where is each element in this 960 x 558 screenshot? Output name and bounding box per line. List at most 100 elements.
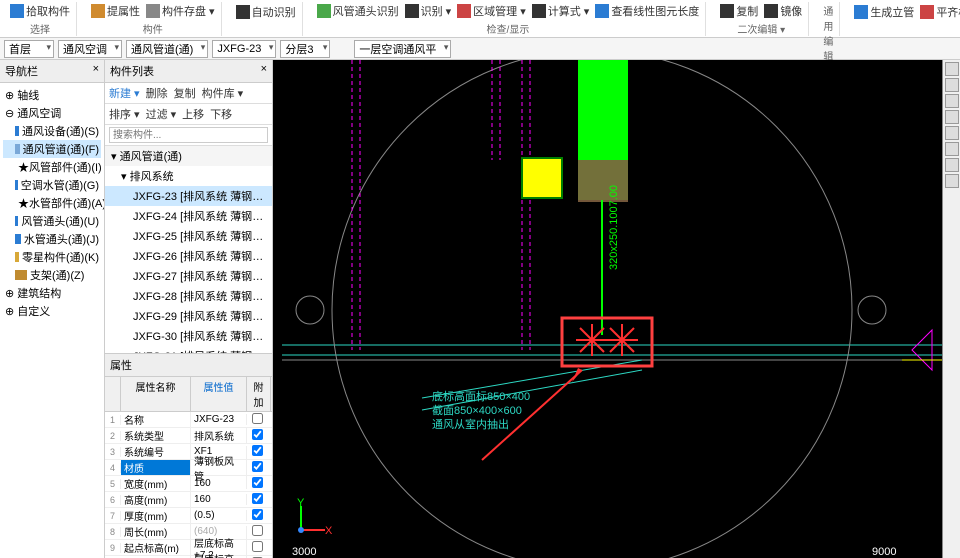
nav-title: 导航栏×: [0, 60, 104, 83]
support[interactable]: 支架(通)(Z): [3, 266, 101, 284]
vent-equip[interactable]: 通风设备(通)(S): [3, 122, 101, 140]
ribbon-group: 提属性构件存盘 ▾构件: [85, 2, 222, 36]
list-item[interactable]: JXFG-31 [排风系统 薄钢板风管 1000*: [105, 346, 272, 354]
tree-building[interactable]: ⊕ 建筑结构: [3, 284, 101, 302]
svg-text:X: X: [325, 525, 333, 537]
sort-button[interactable]: 排序 ▾: [109, 106, 140, 122]
vent-pipe[interactable]: 通风管道(通)(F): [3, 140, 101, 158]
list-item[interactable]: JXFG-29 [排风系统 薄钢板风管 500*4: [105, 306, 272, 326]
svg-text:通风从室内抽出: 通风从室内抽出: [432, 417, 509, 431]
right-toolstrip: [942, 60, 960, 558]
copy-button[interactable]: 复制: [174, 85, 196, 101]
search-input[interactable]: [109, 127, 268, 143]
prop-row[interactable]: 2系统类型排风系统: [105, 428, 272, 444]
cad-canvas[interactable]: 320x250.1007.00 底标高面标850×400 截面850×400×6…: [273, 60, 960, 558]
nav-panel: 导航栏× ⊕ 轴线 ⊖ 通风空调 通风设备(通)(S)通风管道(通)(F)★风管…: [0, 60, 105, 558]
tree-section-hvac[interactable]: ⊖ 通风空调: [3, 104, 101, 122]
down-button[interactable]: 下移: [210, 106, 232, 122]
delete-button[interactable]: 删除: [146, 85, 168, 101]
cad-drawing: 320x250.1007.00 底标高面标850×400 截面850×400×6…: [273, 60, 960, 558]
flat-button[interactable]: 平齐板顶: [920, 4, 960, 20]
duct-part[interactable]: ★风管部件(通)(I): [3, 158, 101, 176]
list-item[interactable]: JXFG-24 [排风系统 薄钢板风管 250*2: [105, 206, 272, 226]
list-item[interactable]: JXFG-28 [排风系统 薄钢板风管 400*3: [105, 286, 272, 306]
prop-check[interactable]: [252, 525, 263, 536]
copy-button[interactable]: 复制: [720, 3, 758, 19]
prop-check[interactable]: [252, 445, 263, 456]
ribbon-group: 生成立管平齐板顶: [848, 2, 960, 36]
prop-check[interactable]: [252, 509, 263, 520]
floor-dropdown[interactable]: 首层: [4, 40, 54, 58]
new-button[interactable]: 新建 ▾: [109, 85, 140, 101]
component-dropdown[interactable]: 通风管道(通): [126, 40, 208, 58]
discipline-dropdown[interactable]: 通风空调: [58, 40, 122, 58]
gen3d-button[interactable]: 生成立管: [854, 4, 914, 20]
prop-check[interactable]: [252, 541, 263, 552]
list-item[interactable]: JXFG-25 [排风系统 薄钢板风管 320*2: [105, 226, 272, 246]
view-dropdown[interactable]: 一层空调通风平: [354, 40, 451, 58]
tool-btn[interactable]: [945, 78, 959, 92]
tool-btn[interactable]: [945, 126, 959, 140]
prop-check[interactable]: [252, 477, 263, 488]
prop-check[interactable]: [252, 493, 263, 504]
meter-button[interactable]: 识别 ▾: [405, 3, 452, 19]
water-part[interactable]: ★水管部件(通)(A): [3, 194, 101, 212]
gen3d-icon: [854, 5, 868, 19]
prop-row[interactable]: 1名称JXFG-23: [105, 412, 272, 428]
filter-button[interactable]: 过滤 ▾: [146, 106, 177, 122]
svg-text:Y: Y: [297, 498, 305, 509]
list-subgroup[interactable]: ▾ 排风系统: [105, 166, 272, 186]
zone-button[interactable]: 区域管理 ▾: [457, 3, 526, 19]
prop-row[interactable]: 7厚度(mm)(0.5): [105, 508, 272, 524]
tool-btn[interactable]: [945, 94, 959, 108]
axis-gizmo: Y X: [293, 498, 333, 538]
calc-button[interactable]: 计算式 ▾: [532, 3, 590, 19]
duct-head[interactable]: 风管通头(通)(U): [3, 212, 101, 230]
store-button[interactable]: 构件存盘 ▾: [146, 3, 215, 19]
tool-btn[interactable]: [945, 62, 959, 76]
prop-row[interactable]: 6高度(mm)160: [105, 492, 272, 508]
close-icon[interactable]: ×: [261, 63, 267, 79]
prop-row[interactable]: 4材质薄钢板风管: [105, 460, 272, 476]
svg-text:截面850×400×600: 截面850×400×600: [432, 403, 522, 417]
chkline-button[interactable]: 查看线性图元长度: [595, 3, 699, 19]
list-group-header[interactable]: ▾ 通风管道(通): [105, 146, 272, 166]
tool-btn[interactable]: [945, 174, 959, 188]
water-head[interactable]: 水管通头(通)(J): [3, 230, 101, 248]
scatter-icon: [15, 252, 19, 262]
prop-check[interactable]: [252, 429, 263, 440]
context-toolbar: 首层 通风空调 通风管道(通) JXFG-23 分层3 一层空调通风平: [0, 38, 960, 60]
close-icon[interactable]: ×: [93, 63, 99, 79]
batch-icon: [91, 4, 105, 18]
lib-button[interactable]: 构件库 ▾: [202, 85, 244, 101]
duct-id-button[interactable]: 风管通头识别: [317, 3, 399, 19]
duct-id-icon: [317, 4, 331, 18]
mirror-button[interactable]: 镜像: [764, 3, 802, 19]
select-button[interactable]: 拾取构件: [10, 3, 70, 19]
tool-btn[interactable]: [945, 158, 959, 172]
tool-btn[interactable]: [945, 142, 959, 156]
list-item[interactable]: JXFG-23 [排风系统 薄钢板风管 160*1: [105, 186, 272, 206]
air-pipe[interactable]: 空调水管(通)(G): [3, 176, 101, 194]
props-title: 属性: [105, 354, 272, 377]
batch-button[interactable]: 提属性: [91, 3, 140, 19]
layer-dropdown[interactable]: 分层3: [280, 40, 330, 58]
nav-tree: ⊕ 轴线 ⊖ 通风空调 通风设备(通)(S)通风管道(通)(F)★风管部件(通)…: [0, 83, 104, 558]
list-item[interactable]: JXFG-27 [排风系统 薄钢板风管 500*5: [105, 266, 272, 286]
tree-custom[interactable]: ⊕ 自定义: [3, 302, 101, 320]
tool-btn[interactable]: [945, 110, 959, 124]
list-item[interactable]: JXFG-26 [排风系统 薄钢板风管 500*3: [105, 246, 272, 266]
list-item[interactable]: JXFG-30 [排风系统 薄钢板风管 630*4: [105, 326, 272, 346]
ribbon-group: 通用编辑 ▾: [817, 2, 840, 36]
scatter[interactable]: 零星构件(通)(K): [3, 248, 101, 266]
prop-row[interactable]: 5宽度(mm)160: [105, 476, 272, 492]
instance-dropdown[interactable]: JXFG-23: [212, 40, 276, 58]
auto-button[interactable]: 自动识别: [236, 4, 296, 20]
air-pipe-icon: [15, 180, 18, 190]
tree-root-axis[interactable]: ⊕ 轴线: [3, 86, 101, 104]
up-button[interactable]: 上移: [182, 106, 204, 122]
prop-check[interactable]: [252, 461, 263, 472]
svg-text:3000: 3000: [292, 546, 316, 558]
prop-check[interactable]: [252, 413, 263, 424]
ribbon-group: 风管通头识别识别 ▾区域管理 ▾计算式 ▾查看线性图元长度检查/显示: [311, 2, 707, 36]
